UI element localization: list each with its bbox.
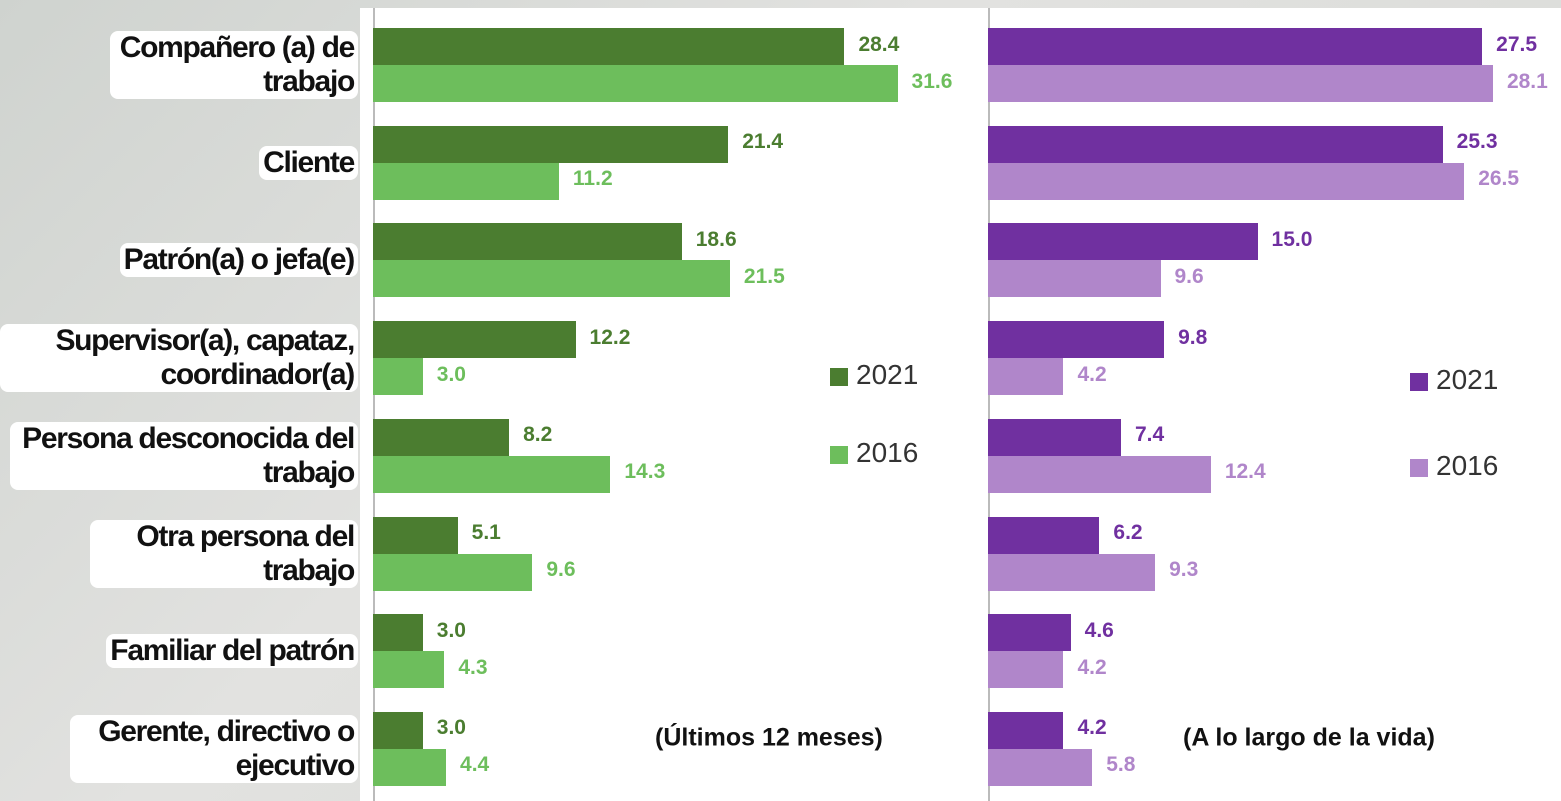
subtitle: (A lo largo de la vida) xyxy=(1183,723,1435,752)
value-label: 3.0 xyxy=(436,362,466,386)
value-label: 7.4 xyxy=(1134,423,1165,447)
legend-swatch xyxy=(830,367,848,386)
value-label: 21.4 xyxy=(742,130,784,154)
bar xyxy=(988,321,1165,359)
value-label: 4.3 xyxy=(458,655,488,679)
value-label: 9.6 xyxy=(546,558,576,581)
value-label: 28.4 xyxy=(858,32,900,56)
value-label: 26.5 xyxy=(1478,167,1520,191)
bar xyxy=(988,711,1064,749)
value-label: 21.5 xyxy=(743,264,785,288)
bar xyxy=(988,748,1093,786)
value-label: 8.2 xyxy=(523,423,553,447)
category-label: Supervisor(a), capataz, coordinador(a) xyxy=(0,324,358,393)
value-label: 11.2 xyxy=(572,167,613,191)
bar xyxy=(373,614,423,652)
bar xyxy=(988,455,1211,493)
bar xyxy=(373,162,559,200)
value-label: 12.4 xyxy=(1224,460,1266,484)
bar xyxy=(988,614,1071,652)
value-label: 3.0 xyxy=(436,618,466,642)
value-label: 4.2 xyxy=(1077,716,1107,740)
bar xyxy=(373,553,533,591)
bar xyxy=(373,260,730,298)
bar xyxy=(373,28,845,65)
bar xyxy=(988,358,1064,396)
legend-item: 2021 xyxy=(1410,364,1498,396)
bar xyxy=(988,553,1156,591)
value-label: 9.8 xyxy=(1178,325,1208,349)
axis-line xyxy=(373,8,375,801)
value-label: 4.2 xyxy=(1077,655,1107,679)
bar xyxy=(988,28,1483,65)
category-label: Gerente, directivo o ejecutivo xyxy=(70,714,358,783)
bar xyxy=(373,65,898,102)
value-label: 5.8 xyxy=(1106,753,1136,777)
bar xyxy=(373,516,458,554)
bar xyxy=(373,358,423,396)
value-label: 31.6 xyxy=(911,69,953,93)
category-label: Compañero (a) de trabajo xyxy=(110,31,358,99)
bar xyxy=(373,125,729,163)
bar xyxy=(988,516,1100,554)
bar xyxy=(988,418,1121,456)
value-label: 14.3 xyxy=(624,460,666,484)
bar xyxy=(373,223,682,261)
category-label: Persona desconocida del trabajo xyxy=(10,421,358,490)
bar xyxy=(373,748,447,786)
legend-label: 2016 xyxy=(1436,450,1499,481)
bar xyxy=(373,418,510,456)
legend-swatch xyxy=(1410,458,1428,477)
legend-label: 2021 xyxy=(1436,364,1499,395)
legend-swatch xyxy=(1410,372,1428,391)
value-label: 4.4 xyxy=(460,753,490,777)
value-label: 9.6 xyxy=(1174,264,1204,288)
bar xyxy=(988,223,1258,261)
legend-label: 2016 xyxy=(856,437,919,468)
bar xyxy=(373,321,576,359)
bar xyxy=(988,651,1064,689)
value-label: 27.5 xyxy=(1496,32,1538,56)
value-label: 4.2 xyxy=(1077,362,1107,386)
bar xyxy=(988,125,1443,163)
value-label: 4.6 xyxy=(1084,618,1114,642)
value-label: 18.6 xyxy=(695,227,737,251)
bar xyxy=(988,65,1493,102)
legend-swatch xyxy=(830,445,848,464)
value-label: 5.1 xyxy=(471,521,501,544)
legend-item: 2021 xyxy=(830,359,918,391)
legend-item: 2016 xyxy=(1410,450,1498,482)
value-label: 9.3 xyxy=(1169,558,1199,581)
value-label: 3.0 xyxy=(436,716,466,740)
legend-item: 2016 xyxy=(830,437,918,469)
category-label: Cliente xyxy=(259,145,358,180)
category-label: Otra persona del trabajo xyxy=(90,519,358,588)
category-label: Familiar del patrón xyxy=(106,634,358,669)
value-label: 6.2 xyxy=(1113,521,1143,544)
value-label: 15.0 xyxy=(1271,227,1313,251)
value-label: 28.1 xyxy=(1506,69,1548,93)
value-label: 12.2 xyxy=(589,325,631,349)
bar xyxy=(373,711,423,749)
value-label: 25.3 xyxy=(1456,130,1498,154)
category-label: Patrón(a) o jefa(e) xyxy=(119,243,358,278)
bar xyxy=(988,260,1161,298)
subtitle: (Últimos 12 meses) xyxy=(655,723,883,752)
bar xyxy=(373,455,611,493)
bar xyxy=(988,162,1465,200)
legend-label: 2021 xyxy=(856,359,919,390)
axis-line xyxy=(988,8,990,801)
bar xyxy=(373,651,445,689)
